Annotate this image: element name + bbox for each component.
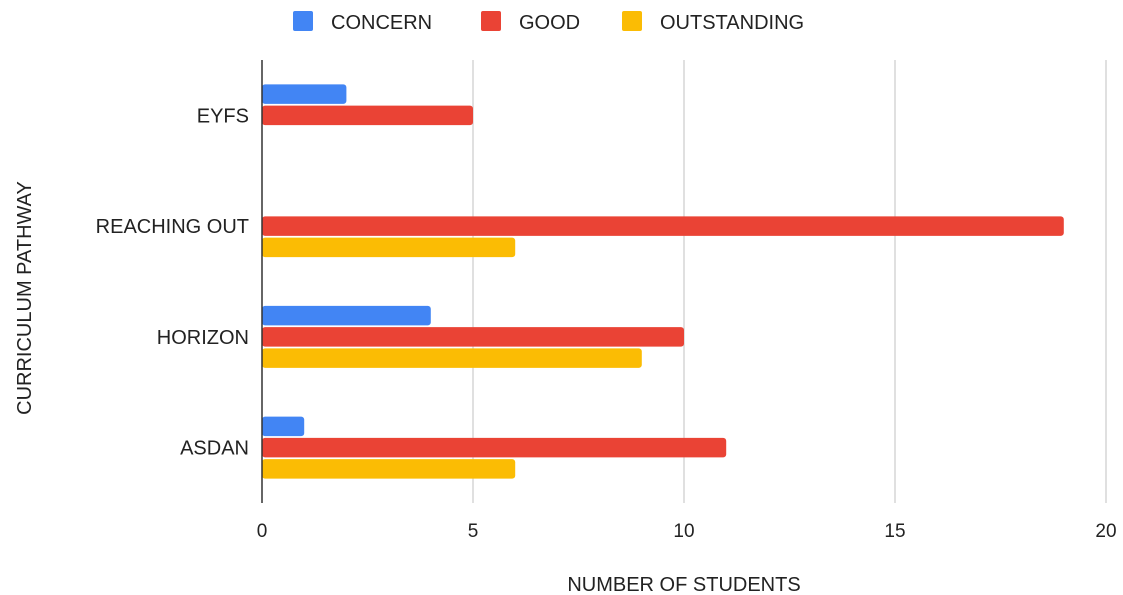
- y-category-label: HORIZON: [157, 327, 249, 349]
- legend-label: OUTSTANDING: [660, 12, 804, 34]
- x-tick-label: 0: [257, 521, 268, 542]
- legend-swatch: [481, 11, 501, 31]
- legend-label: CONCERN: [331, 12, 432, 34]
- x-tick-label: 20: [1095, 521, 1116, 542]
- legend-swatch: [622, 11, 642, 31]
- legend-label: GOOD: [519, 12, 580, 34]
- bar: [262, 437, 727, 458]
- bar: [262, 84, 347, 104]
- bar: [262, 216, 1064, 236]
- y-axis-title: CURRICULUM PATHWAY: [14, 181, 36, 415]
- y-category-label: EYFS: [197, 105, 249, 127]
- bar: [262, 105, 473, 126]
- bar: [262, 348, 642, 368]
- x-tick-label: 15: [884, 521, 905, 542]
- y-axis-categories: EYFS REACHING OUT HORIZON ASDAN: [96, 105, 249, 459]
- x-tick-label: 10: [673, 521, 694, 542]
- y-category-label: REACHING OUT: [96, 216, 249, 238]
- bar: [262, 237, 516, 258]
- legend: CONCERN GOOD OUTSTANDING: [293, 11, 804, 34]
- x-tick-label: 5: [468, 521, 479, 542]
- y-category-label: ASDAN: [180, 438, 249, 460]
- x-axis-ticks: 0 5 10 15 20: [257, 521, 1117, 542]
- legend-swatch: [293, 11, 313, 31]
- bar: [262, 416, 305, 437]
- bar: [262, 305, 431, 326]
- bars: [262, 84, 1064, 479]
- x-axis-title: NUMBER OF STUDENTS: [567, 574, 800, 595]
- bar: [262, 327, 684, 347]
- bar: [262, 459, 516, 479]
- gridlines: [472, 60, 1107, 503]
